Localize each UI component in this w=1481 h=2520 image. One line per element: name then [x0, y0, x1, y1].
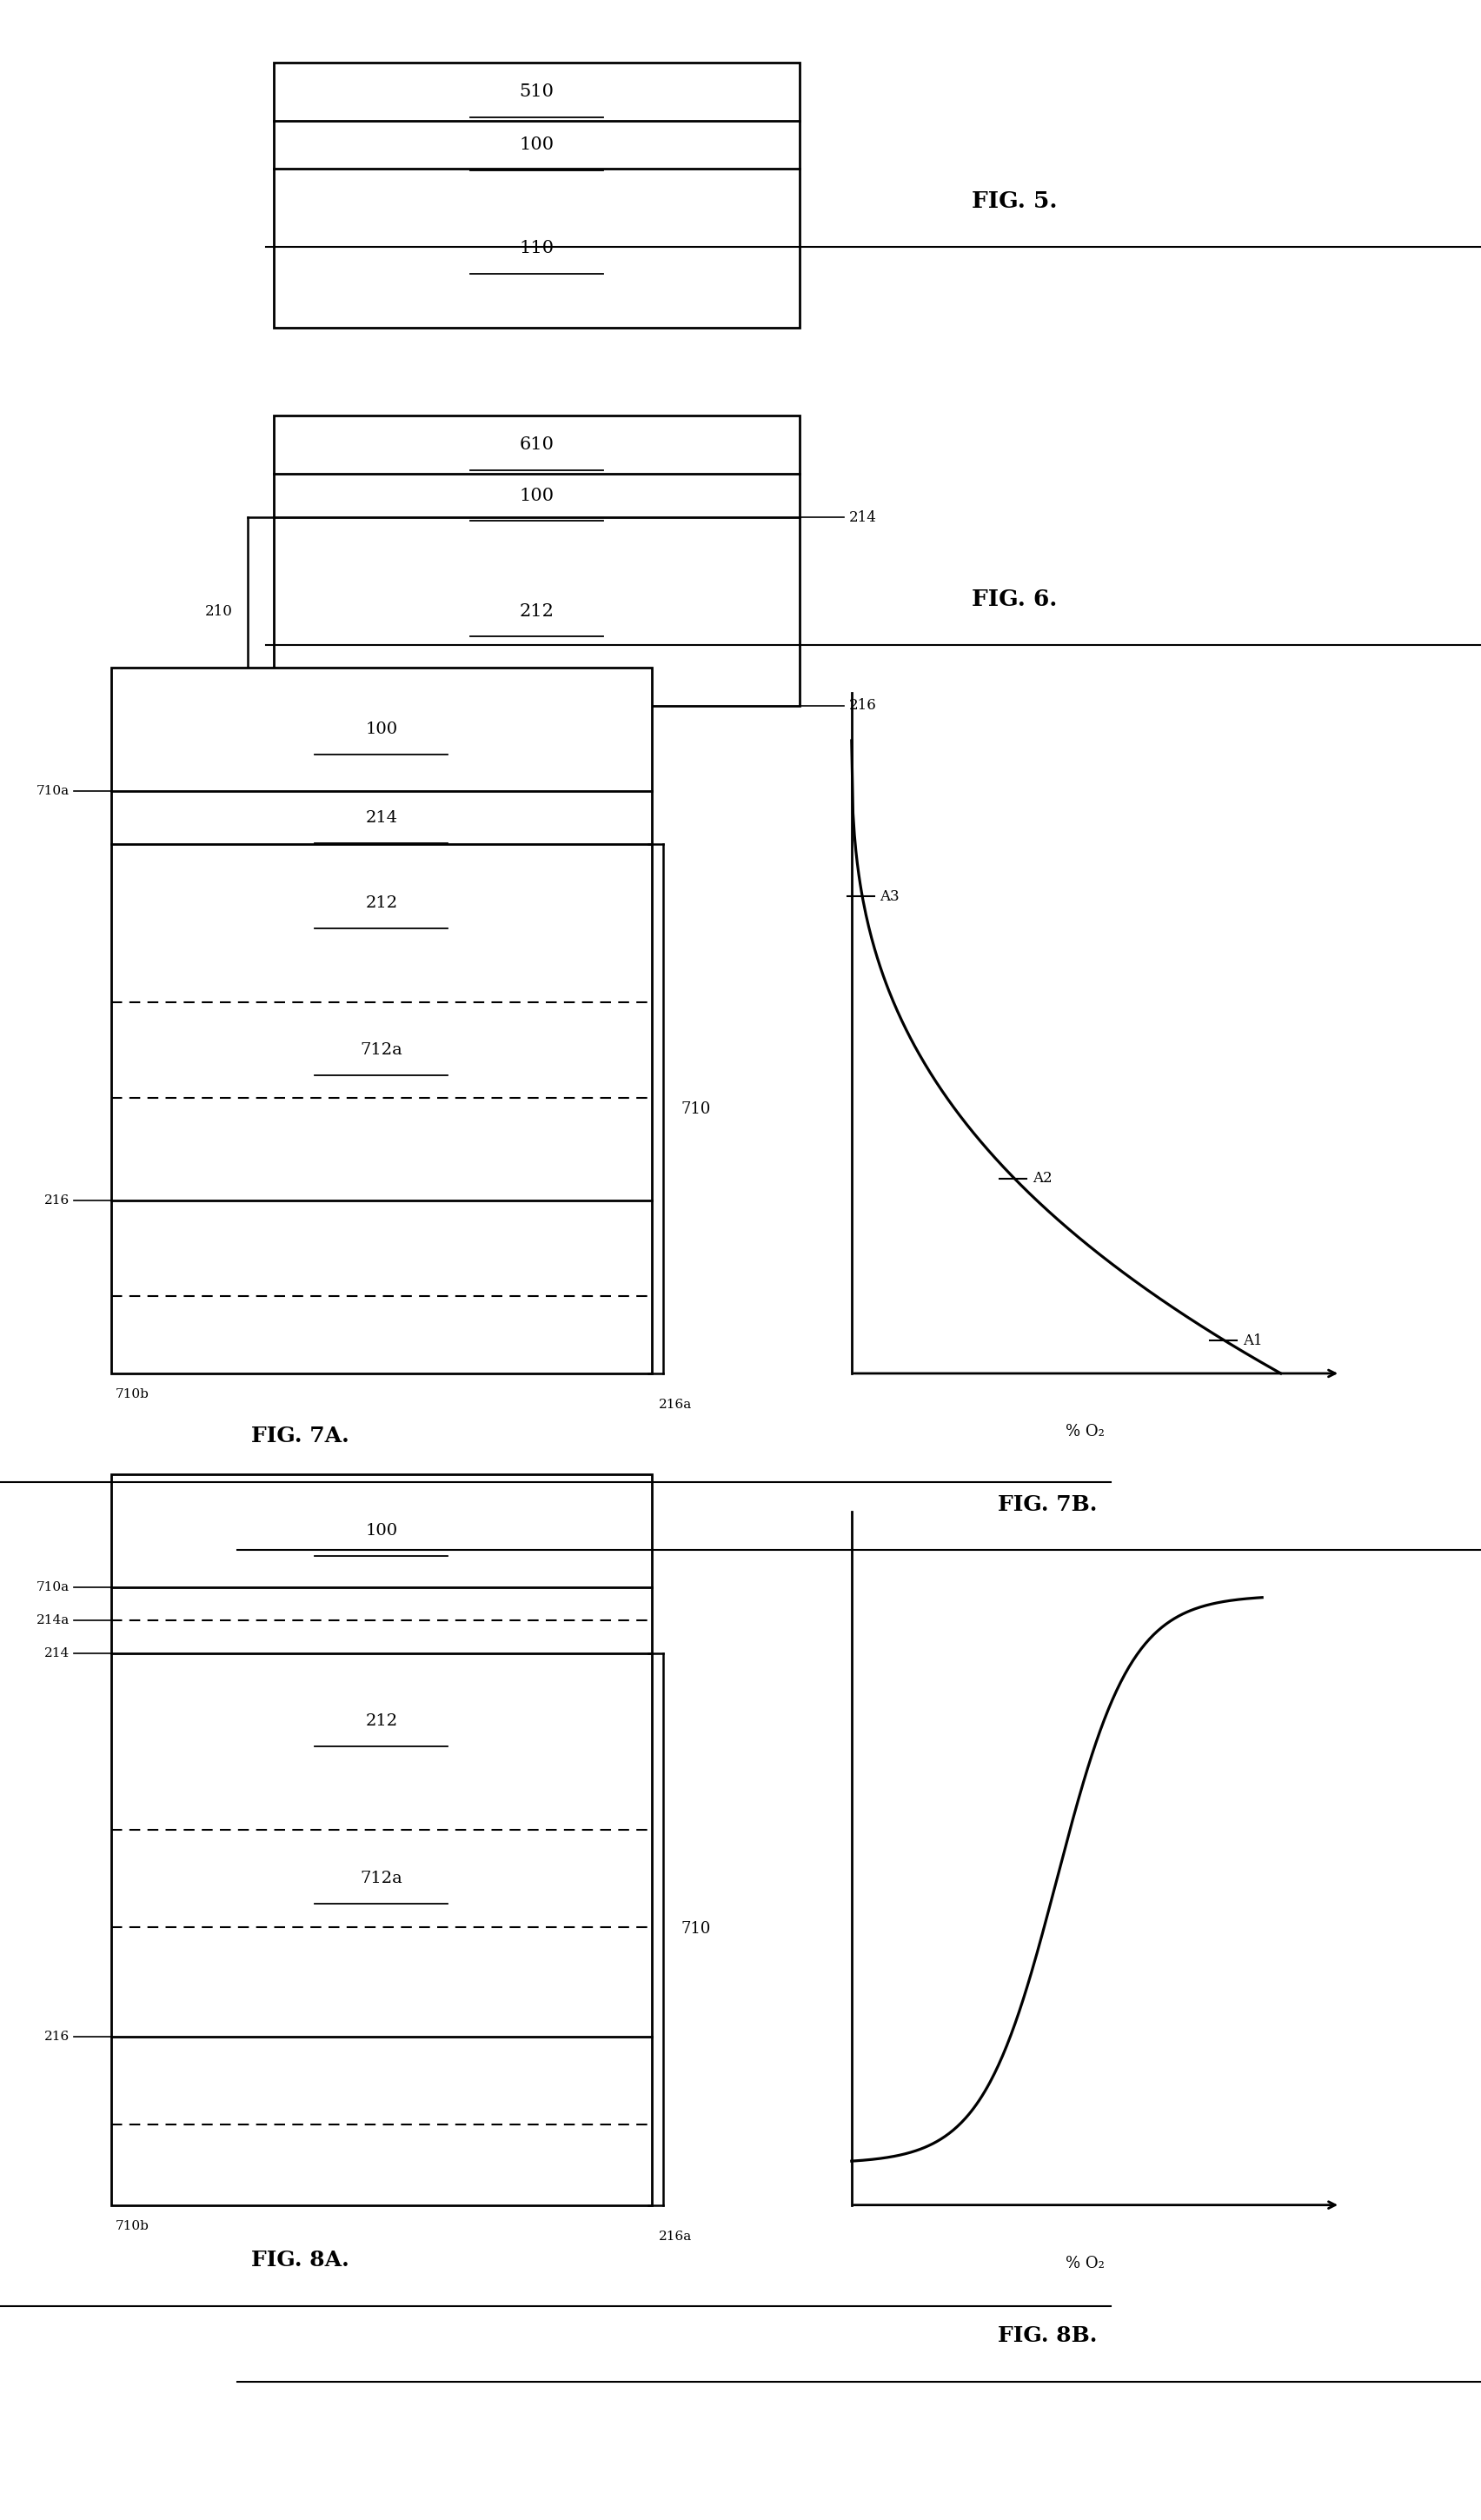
Text: 712a: 712a [360, 1870, 403, 1887]
Text: 210: 210 [204, 605, 233, 620]
Bar [274, 416, 800, 706]
Text: 710: 710 [681, 1101, 711, 1116]
Text: 212: 212 [366, 895, 397, 910]
Text: 510: 510 [520, 83, 554, 101]
Text: 710a: 710a [37, 786, 70, 796]
Bar [274, 63, 800, 328]
Text: % O₂: % O₂ [1065, 1424, 1105, 1439]
Text: 712a: 712a [360, 1043, 403, 1058]
Text: FIG. 6.: FIG. 6. [972, 590, 1057, 610]
Text: 216: 216 [44, 1194, 70, 1207]
Text: 710a: 710a [37, 1583, 70, 1593]
Text: 610: 610 [520, 436, 554, 454]
Text: 110: 110 [520, 239, 554, 257]
Text: 710b: 710b [116, 1389, 150, 1401]
Text: 216: 216 [44, 2031, 70, 2044]
Text: A3: A3 [880, 890, 900, 905]
Text: 710b: 710b [116, 2220, 150, 2233]
Text: 100: 100 [366, 1522, 397, 1540]
Text: 212: 212 [366, 1714, 397, 1729]
Text: 100: 100 [520, 486, 554, 504]
Text: 214: 214 [366, 809, 397, 827]
Text: 216a: 216a [659, 1399, 692, 1411]
Text: % O₂: % O₂ [1065, 2255, 1105, 2271]
Text: 100: 100 [366, 721, 397, 738]
Text: FIG. 7B.: FIG. 7B. [998, 1494, 1097, 1515]
Text: 100: 100 [520, 136, 554, 154]
Text: 212: 212 [520, 602, 554, 620]
Text: FIG. 8A.: FIG. 8A. [252, 2250, 350, 2271]
Text: 214a: 214a [37, 1615, 70, 1625]
Bar [111, 668, 652, 1373]
Text: FIG. 7A.: FIG. 7A. [252, 1426, 350, 1446]
Text: FIG. 5.: FIG. 5. [972, 192, 1057, 212]
Text: 216a: 216a [659, 2230, 692, 2243]
Text: 214: 214 [44, 1648, 70, 1658]
Text: 710: 710 [681, 1920, 711, 1938]
Text: A2: A2 [1032, 1172, 1052, 1187]
Text: 216: 216 [849, 698, 877, 713]
Text: A1: A1 [1243, 1333, 1262, 1348]
Text: 214: 214 [849, 509, 877, 524]
Bar [111, 1474, 652, 2205]
Text: FIG. 8B.: FIG. 8B. [998, 2326, 1097, 2346]
